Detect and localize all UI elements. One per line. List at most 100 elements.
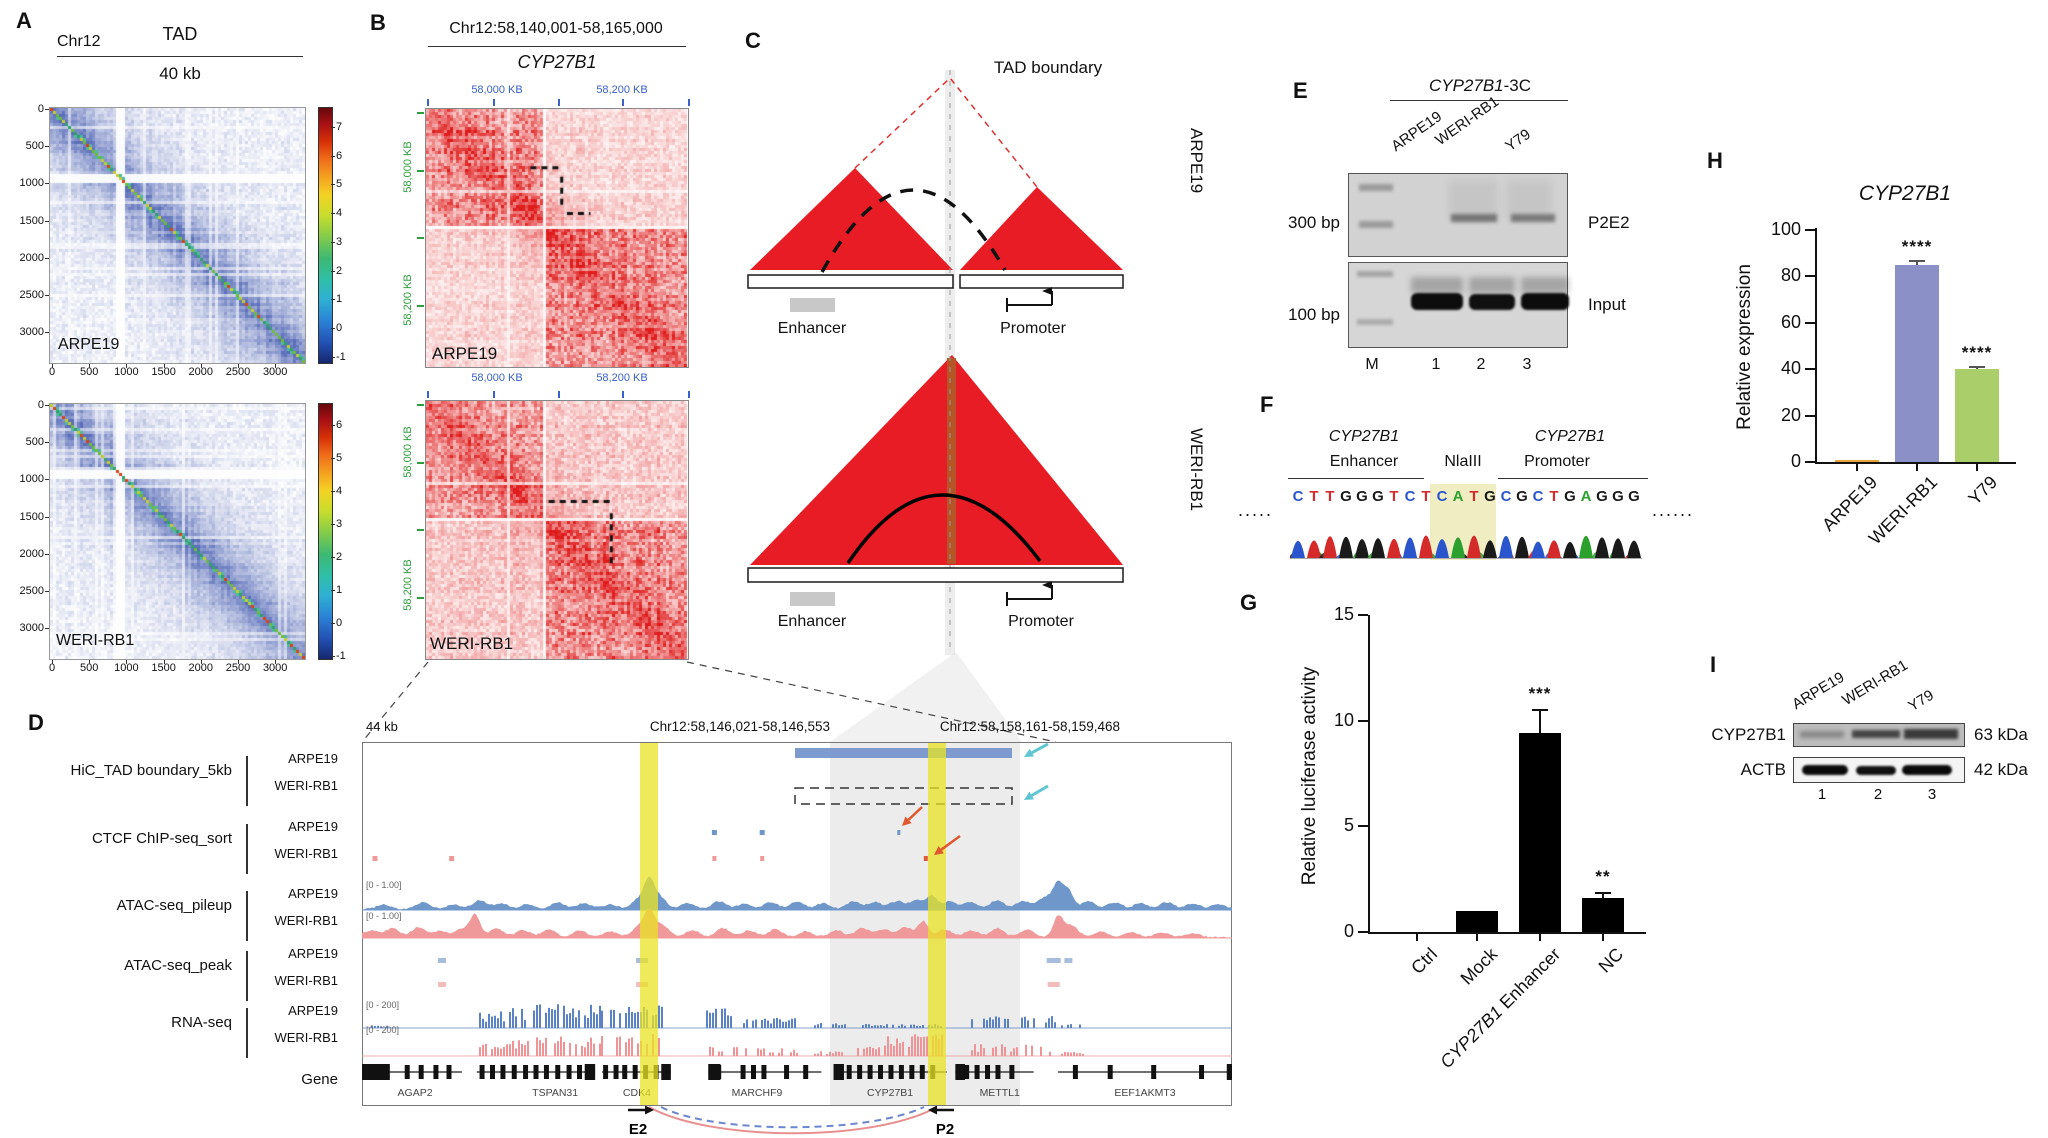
sequence-base: G (1596, 488, 1608, 505)
polygon-shape (902, 816, 912, 826)
line-shape (686, 661, 1057, 743)
chromatogram-peak (1467, 535, 1481, 558)
a-y-tick (45, 591, 49, 592)
a-y-tick (45, 516, 49, 518)
atac-peak (438, 982, 446, 987)
promoter-label: Promoter (1000, 320, 1066, 337)
h-ylabel: Relative expression (1734, 264, 1755, 430)
hic-map-arpe19 (49, 107, 306, 364)
b-left-tick-mark (417, 237, 424, 239)
panel-h-label: H (1707, 148, 1723, 173)
f-dots-left: ..... (1238, 500, 1274, 520)
track-range-label: [0 - 200] (366, 1025, 399, 1035)
e-lane-1: 1 (1431, 356, 1441, 373)
a-x-tick (275, 660, 277, 664)
gene-exon (867, 1065, 873, 1079)
e-lane-m: M (1365, 356, 1379, 373)
a-y-tick (45, 109, 49, 110)
genome-bar (959, 274, 1124, 289)
h-y-tick (1805, 414, 1815, 417)
a-y-tick (45, 146, 49, 148)
g-error-cap (1595, 891, 1611, 894)
gene-exon (490, 1065, 495, 1079)
g-bar (1456, 910, 1498, 932)
gel-smear (1469, 277, 1515, 293)
ctcf-site (712, 856, 717, 861)
chromatogram-peak (1483, 540, 1497, 558)
g-x-tick (1476, 934, 1478, 941)
i-size-label: 42 kDa (1974, 760, 2028, 779)
gel-band-input (1521, 293, 1569, 310)
colorbar (318, 107, 333, 364)
a-x-tick-label: 1500 (151, 662, 176, 674)
h-x-label: Y79 (1964, 472, 2002, 509)
tad-boundary-missing-weri (794, 787, 1013, 805)
gene-exon (433, 1065, 439, 1079)
chromatogram-peak (1515, 536, 1529, 558)
a-x-tick (275, 364, 277, 368)
sequence-base: C (1500, 488, 1512, 505)
a-x-tick-label: 500 (80, 366, 99, 378)
gene-exon (985, 1065, 991, 1079)
gene-exon-large (584, 1064, 596, 1080)
i-protein-label: ACTB (1740, 760, 1786, 779)
sequence-base: G (1356, 488, 1368, 505)
a-y-tick (45, 295, 49, 296)
a-colorbar-tick-label: 5 (336, 452, 343, 464)
a-x-tick-label: 2500 (225, 366, 251, 378)
line-shape (1031, 784, 1049, 797)
g-x-label-text: NC (1594, 944, 1628, 977)
gel-band-input (1469, 294, 1515, 310)
gene-exon (1199, 1065, 1205, 1079)
d-track-name: HiC_TAD boundary_5kb (70, 762, 232, 779)
h-x-axis (1815, 462, 2016, 464)
ctcf-site (923, 856, 928, 861)
d-region-left: Chr12:58,146,021-58,146,553 (649, 719, 831, 734)
panel-e-label: E (1293, 78, 1308, 103)
gene-name: TSPAN31 (532, 1087, 578, 1099)
a-y-tick-label: 3000 (19, 326, 44, 339)
a-y-tick (45, 442, 49, 444)
d-sample-label: WERI-RB1 (274, 846, 338, 861)
gel-band-y79 (1511, 214, 1555, 222)
a-colorbar-tick-label: 3 (336, 518, 343, 530)
a-colorbar-tick (331, 656, 335, 657)
p2-label: P2 (936, 1121, 954, 1138)
genome-browser: [0 - 1.00] [0 - 1.00] [0 - 200] [0 - 200] AG… (362, 742, 1232, 1106)
h-x-tick (1856, 464, 1858, 471)
a-x-tick-label: 2000 (188, 662, 214, 674)
enhancer-label: Enhancer (777, 320, 847, 337)
gene-exon (523, 1065, 529, 1079)
b-left-tick-mark (417, 404, 424, 406)
gene-name: EEF1AKMT3 (1114, 1087, 1175, 1099)
promoter-arrowhead (1042, 581, 1052, 589)
b-left-tick-mark (417, 462, 424, 464)
sequence-base: A (1580, 488, 1592, 505)
g-bar (1582, 898, 1624, 932)
g-significance: ** (1595, 866, 1611, 886)
a-x-tick (238, 364, 239, 368)
ctcf-site (372, 856, 378, 861)
gene-name: MARCHF9 (732, 1087, 783, 1099)
gene-name: AGAP2 (398, 1087, 433, 1099)
g-y-tick (1358, 719, 1368, 722)
sequence-base: T (1309, 488, 1319, 505)
e-size-100bp: 100 bp (1288, 305, 1340, 324)
e-band-p2e2: P2E2 (1588, 213, 1630, 232)
b-top-tick-mark (688, 99, 690, 106)
g-error-line (1602, 892, 1604, 899)
chromatogram-peak (1323, 536, 1337, 558)
a-y-tick (45, 183, 49, 185)
a-colorbar-tick-label: 1 (336, 293, 343, 306)
b-left-tick: 58,200 KB (402, 274, 414, 326)
sequence-base: T (1325, 488, 1335, 505)
g-y-tick-label: 10 (1333, 709, 1354, 730)
panel-b-region: Chr12:58,140,001-58,165,000 (449, 20, 663, 37)
sequence-base: G (1612, 488, 1624, 505)
a-x-tick (52, 660, 53, 664)
i-size-label: 63 kDa (1974, 725, 2028, 744)
f-enhancer-label: Enhancer (1329, 453, 1399, 470)
i-protein-label: CYP27B1 (1711, 725, 1786, 744)
g-y-tick (1358, 614, 1368, 616)
a-colorbar-tick (331, 623, 335, 624)
